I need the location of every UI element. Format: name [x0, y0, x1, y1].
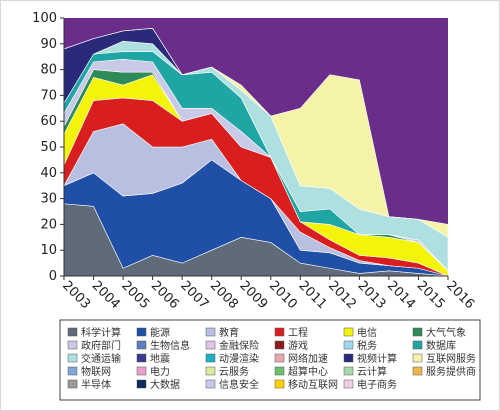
legend-label: 半导体 — [81, 378, 111, 391]
legend-swatch — [412, 340, 423, 350]
y-tick-label: 40 — [40, 166, 57, 181]
x-tick-label: 2016 — [443, 278, 477, 312]
legend-swatch — [136, 327, 147, 337]
y-tick-label: 10 — [40, 243, 57, 258]
legend-label: 交通运输 — [81, 352, 121, 365]
y-tick-label: 70 — [40, 88, 57, 103]
legend-label: 云服务 — [219, 365, 249, 378]
x-tick-label: 2005 — [118, 278, 152, 312]
legend-swatch — [412, 353, 423, 363]
y-tick-label: 30 — [40, 192, 57, 207]
legend-label: 超算中心 — [288, 365, 328, 378]
x-tick-label: 2007 — [177, 278, 211, 312]
legend-swatch — [205, 366, 216, 376]
legend-label: 金融保险 — [219, 339, 259, 352]
legend-label: 服务提供商 — [426, 365, 476, 378]
legend-label: 大数据 — [150, 378, 180, 391]
legend-label: 教育 — [219, 326, 239, 339]
x-tick-label: 2006 — [148, 278, 182, 312]
legend-label: 电子商务 — [357, 378, 397, 391]
legend-label: 电信 — [357, 326, 377, 339]
legend-label: 政府部门 — [81, 339, 121, 352]
legend-label: 视频计算 — [357, 352, 397, 365]
legend-swatch — [136, 353, 147, 363]
x-tick-label: 2013 — [355, 278, 389, 312]
x-tick-label: 2014 — [384, 278, 418, 312]
plot-area — [63, 18, 449, 277]
legend-label: 工程 — [288, 327, 308, 339]
legend-label: 地震 — [150, 352, 170, 365]
legend-label: 电力 — [150, 365, 170, 378]
legend-label: 大气气象 — [426, 326, 466, 339]
legend-label: 物联网 — [81, 365, 111, 378]
x-tick-label: 2009 — [236, 278, 270, 312]
legend-swatch — [274, 379, 285, 389]
legend-swatch — [205, 340, 216, 350]
y-tick-label: 60 — [40, 114, 57, 129]
legend-swatch — [67, 366, 78, 376]
area-series-17 — [63, 28, 449, 238]
y-tick-label: 80 — [40, 63, 57, 78]
x-tick-label: 2015 — [414, 278, 448, 312]
legend-label: 互联网服务 — [426, 352, 476, 365]
legend-label: 数据库 — [426, 339, 456, 352]
legend-label: 网络加速 — [288, 352, 328, 365]
legend-label: 生物信息 — [150, 339, 190, 352]
legend-label: 税务 — [357, 339, 377, 352]
legend-swatch — [67, 379, 78, 389]
legend-swatch — [274, 327, 285, 337]
legend-swatch — [343, 340, 354, 350]
legend-box — [59, 319, 481, 401]
legend-swatch — [343, 353, 354, 363]
legend-label: 信息安全 — [219, 378, 259, 391]
legend-swatch — [412, 366, 423, 376]
legend-label: 科学计算 — [81, 326, 121, 339]
legend-swatch — [136, 340, 147, 350]
legend-swatch — [205, 353, 216, 363]
legend-swatch — [274, 353, 285, 363]
legend-swatch — [274, 366, 285, 376]
legend-swatch — [205, 379, 216, 389]
legend-label: 动漫渲染 — [219, 352, 259, 365]
legend-swatch — [205, 327, 216, 337]
legend-swatch — [136, 366, 147, 376]
x-tick-label: 2004 — [89, 278, 123, 312]
x-tick-label: 2012 — [325, 278, 359, 312]
legend-label: 游戏 — [288, 339, 308, 352]
legend-swatch — [343, 379, 354, 389]
y-tick-label: 50 — [40, 140, 57, 155]
y-tick-label: 20 — [40, 217, 57, 232]
y-tick-label: 100 — [32, 11, 57, 26]
legend-swatch — [343, 366, 354, 376]
legend-swatch — [67, 327, 78, 337]
legend-label: 能源 — [150, 326, 170, 339]
legend-swatch — [343, 327, 354, 337]
x-tick-label: 2011 — [295, 278, 329, 312]
legend-swatch — [136, 379, 147, 389]
x-tick-label: 2003 — [59, 278, 93, 312]
legend-swatch — [412, 327, 423, 337]
legend-label: 云计算 — [357, 365, 387, 378]
legend-label: 移动互联网 — [288, 378, 338, 391]
y-tick-label: 90 — [40, 37, 57, 52]
legend-swatch — [67, 340, 78, 350]
y-tick-label: 0 — [49, 269, 57, 284]
x-tick-label: 2008 — [207, 278, 241, 312]
legend-swatch — [274, 340, 285, 350]
legend-swatch — [67, 353, 78, 363]
x-tick-label: 2010 — [266, 278, 300, 312]
